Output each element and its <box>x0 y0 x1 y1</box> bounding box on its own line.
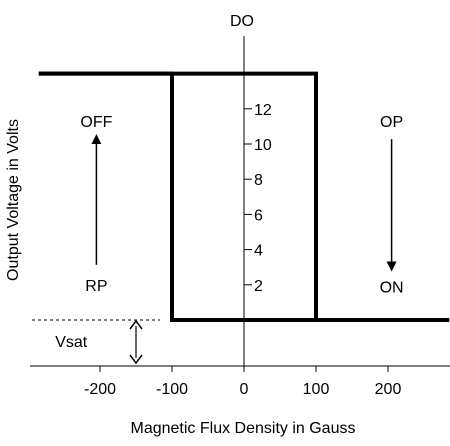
x-tick-label: -100 <box>156 381 188 398</box>
vsat-arrow-up-head <box>129 319 143 330</box>
x-tick-label: -200 <box>84 381 116 398</box>
annotation-label: Vsat <box>55 334 88 351</box>
x-axis-label: Magnetic Flux Density in Gauss <box>131 420 356 437</box>
x-tick-label: 0 <box>240 381 249 398</box>
y-tick-label: 2 <box>254 278 263 295</box>
labels-layer: DO Magnetic Flux Density in Gauss Output… <box>5 13 355 437</box>
y-axis-label: Output Voltage in Volts <box>5 119 22 281</box>
series-line-2 <box>38 71 450 322</box>
annotation-label: RP <box>85 278 107 295</box>
vsat-arrow-down-head <box>129 354 143 365</box>
axes-layer <box>30 36 450 367</box>
y-axis-title: DO <box>230 13 254 30</box>
annotation-label: ON <box>380 280 404 297</box>
y-tick-label: 4 <box>254 243 263 260</box>
x-tick-label: 100 <box>303 381 330 398</box>
x-tick-label: 200 <box>375 381 402 398</box>
ticks-layer: -200 -100 0 100 200 2 4 6 8 10 12 <box>84 102 401 398</box>
y-tick-label: 12 <box>254 102 272 119</box>
y-tick-label: 10 <box>254 137 272 154</box>
annotation-label: OFF <box>80 114 112 131</box>
series-layer <box>38 71 450 322</box>
annotation-label: OP <box>380 114 403 131</box>
y-tick-label: 6 <box>254 207 263 224</box>
y-tick-label: 8 <box>254 172 263 189</box>
annotations-layer: OFF RP OP ON Vsat <box>32 114 404 365</box>
